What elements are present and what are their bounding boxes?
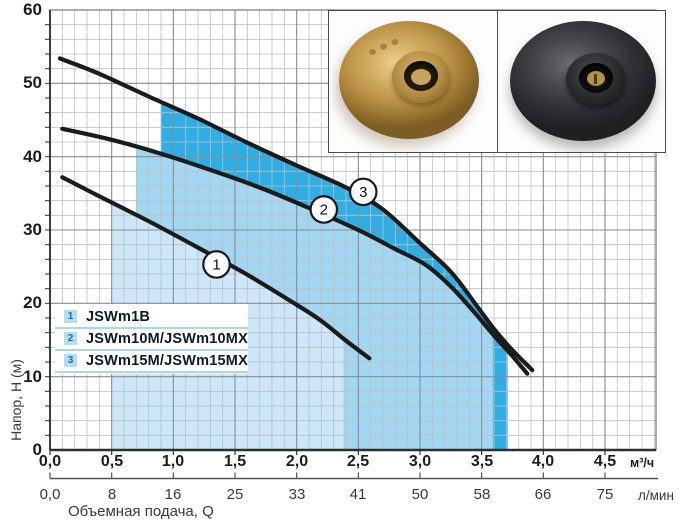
x-tick-m3h: 2,0 — [285, 453, 309, 470]
plastic-impeller-photo — [497, 11, 665, 152]
x-tick-m3h: 3,5 — [470, 453, 494, 470]
x-tick-lmin: 50 — [411, 486, 429, 503]
x-axis-title: Объемная подача, Q — [68, 503, 214, 520]
x-tick-m3h: 4,0 — [531, 453, 555, 470]
x-tick-m3h: 3,0 — [408, 453, 432, 470]
legend-item-jswm10: 2 JSWm10M/JSWm10MX — [55, 330, 248, 347]
brass-impeller-hub — [392, 51, 450, 103]
screw-slot — [593, 74, 597, 84]
svg-text:2: 2 — [320, 202, 328, 219]
x-tick-lmin: 16 — [164, 486, 182, 503]
legend-item-jswm15: 3 JSWm15M/JSWm15MX — [55, 352, 248, 369]
legend-label-3: JSWm15M/JSWm15MX — [86, 352, 248, 369]
y-tick: 60 — [23, 0, 42, 19]
operating-ranges — [111, 102, 508, 451]
secondary-axis — [49, 472, 658, 480]
legend-item-jswm1b: 1 JSWm1B — [55, 308, 248, 325]
legend-separator — [55, 370, 248, 373]
plastic-impeller-hub — [565, 53, 626, 105]
y-tick: 20 — [23, 293, 42, 312]
plastic-impeller-insert — [586, 71, 605, 86]
x-tick-m3h: 4,5 — [593, 453, 617, 470]
y-tick: 40 — [23, 147, 42, 166]
legend: 1 JSWm1B 2 JSWm10M/JSWm10MX 3 JSWm15M/JS… — [55, 304, 248, 374]
x-tick-m3h: 1,0 — [161, 453, 185, 470]
plastic-impeller-bore — [578, 63, 613, 93]
curve-badge-3: 3 — [348, 177, 378, 207]
x-tick-m3h: 2,5 — [346, 453, 370, 470]
curve-badge-1: 1 — [202, 250, 231, 279]
curve-badges: 1 2 3 — [202, 177, 378, 279]
y-tick: 0 — [32, 440, 42, 459]
y-tick: 50 — [23, 73, 42, 92]
y-axis-title: Напор, H (м) — [8, 359, 24, 441]
x-tick-lmin: 25 — [226, 486, 244, 503]
svg-text:1: 1 — [212, 257, 220, 274]
legend-separator — [55, 348, 248, 351]
x-tick-lmin: 8 — [107, 486, 117, 503]
svg-text:3: 3 — [359, 184, 367, 201]
curve-2 — [60, 126, 530, 376]
x-tick-lmin: 33 — [288, 486, 306, 503]
x-tick-lmin: 66 — [534, 486, 552, 503]
plastic-impeller-disc — [509, 21, 656, 141]
x-unit-m3h: м³/ч — [630, 456, 655, 470]
legend-separator — [55, 326, 248, 329]
x-tick-lmin: 75 — [596, 486, 614, 503]
x-unit-lmin: л/мин — [638, 488, 674, 503]
brass-impeller-insert — [411, 69, 431, 85]
x-tick-lmin: 58 — [473, 486, 491, 503]
x-tick-lmin: 41 — [349, 486, 367, 503]
legend-num-1: 1 — [64, 310, 77, 323]
legend-num-2: 2 — [64, 332, 77, 345]
x-tick-m3h: 1,5 — [223, 453, 247, 470]
curve-1 — [60, 175, 372, 361]
x-tick-lmin: 0,0 — [39, 486, 61, 503]
x-tick-m3h: 0,0 — [38, 453, 62, 470]
impeller-photos-panel — [328, 10, 666, 153]
brass-impeller-photo — [329, 11, 498, 152]
y-tick: 10 — [23, 367, 42, 386]
legend-label-2: JSWm10M/JSWm10MX — [86, 330, 248, 347]
curve-badge-2: 2 — [309, 195, 339, 224]
grid — [49, 9, 657, 451]
stamp-marks — [368, 48, 377, 56]
brass-impeller-bore — [404, 61, 438, 91]
x-tick-m3h: 0,5 — [100, 453, 124, 470]
y-tick: 30 — [23, 220, 42, 239]
brass-impeller-disc — [339, 21, 479, 139]
legend-label-1: JSWm1B — [86, 308, 151, 325]
legend-num-3: 3 — [64, 354, 77, 367]
